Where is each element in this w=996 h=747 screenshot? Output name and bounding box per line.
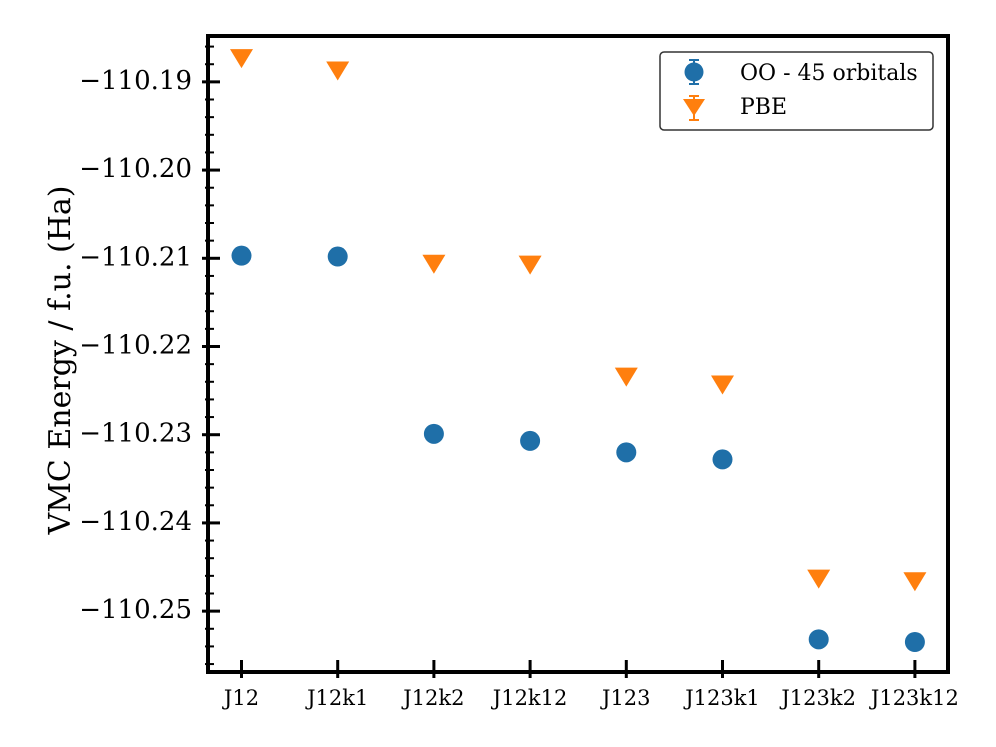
- x-tick-label: J123k12: [869, 686, 959, 710]
- x-tick-label: J123k2: [779, 686, 856, 710]
- y-tick-label: −110.24: [79, 507, 192, 537]
- x-ticks: [240, 660, 917, 678]
- legend-marker-oo: [684, 59, 704, 85]
- legend: OO - 45 orbitals PBE: [659, 51, 934, 131]
- y-tick-label: −110.19: [79, 66, 192, 96]
- data-point: [808, 629, 829, 650]
- x-tick-label: J123: [600, 686, 651, 710]
- data-point: [327, 246, 348, 267]
- x-tick-label: J12k12: [491, 686, 568, 710]
- legend-label-oo: OO - 45 orbitals: [740, 61, 918, 86]
- x-tick-labels: J12 J12k1 J12k2 J12k12 J123 J123k1 J123k2 J123k…: [222, 686, 959, 710]
- data-point: [711, 375, 734, 395]
- data-point: [326, 61, 350, 81]
- legend-label-pbe: PBE: [740, 95, 787, 120]
- legend-marker-pbe: [683, 95, 705, 121]
- x-tick-label: J12k1: [305, 686, 368, 710]
- data-point: [807, 569, 831, 589]
- data-point: [230, 49, 253, 69]
- x-tick-label: J123k1: [683, 686, 760, 710]
- data-point: [903, 572, 927, 592]
- data-point: [904, 632, 925, 653]
- series-0: [231, 245, 925, 653]
- y-tick-labels: −110.19 −110.20 −110.21 −110.22 −110.23 −110.…: [79, 66, 192, 625]
- data-point: [616, 442, 637, 463]
- data-point: [614, 367, 638, 387]
- data-point: [231, 245, 252, 266]
- data-point: [423, 423, 444, 444]
- legend-box: [659, 51, 934, 131]
- y-tick-label: −110.23: [79, 419, 192, 449]
- y-tick-label: −110.22: [79, 331, 192, 361]
- x-tick-label: J12: [222, 686, 259, 710]
- data-point: [518, 255, 542, 275]
- x-tick-label: J12k2: [401, 686, 464, 710]
- plot-frame: [206, 34, 950, 674]
- data-point: [422, 254, 446, 274]
- y-axis-label: VMC Energy / f.u. (Ha): [43, 186, 78, 536]
- series-1: [230, 49, 927, 592]
- y-tick-label: −110.20: [79, 154, 192, 184]
- series-layer: [230, 49, 927, 653]
- y-tick-label: −110.21: [79, 242, 192, 272]
- data-point: [712, 449, 733, 470]
- y-major-ticks: [202, 80, 220, 613]
- data-point: [520, 430, 541, 451]
- y-tick-label: −110.25: [79, 595, 192, 625]
